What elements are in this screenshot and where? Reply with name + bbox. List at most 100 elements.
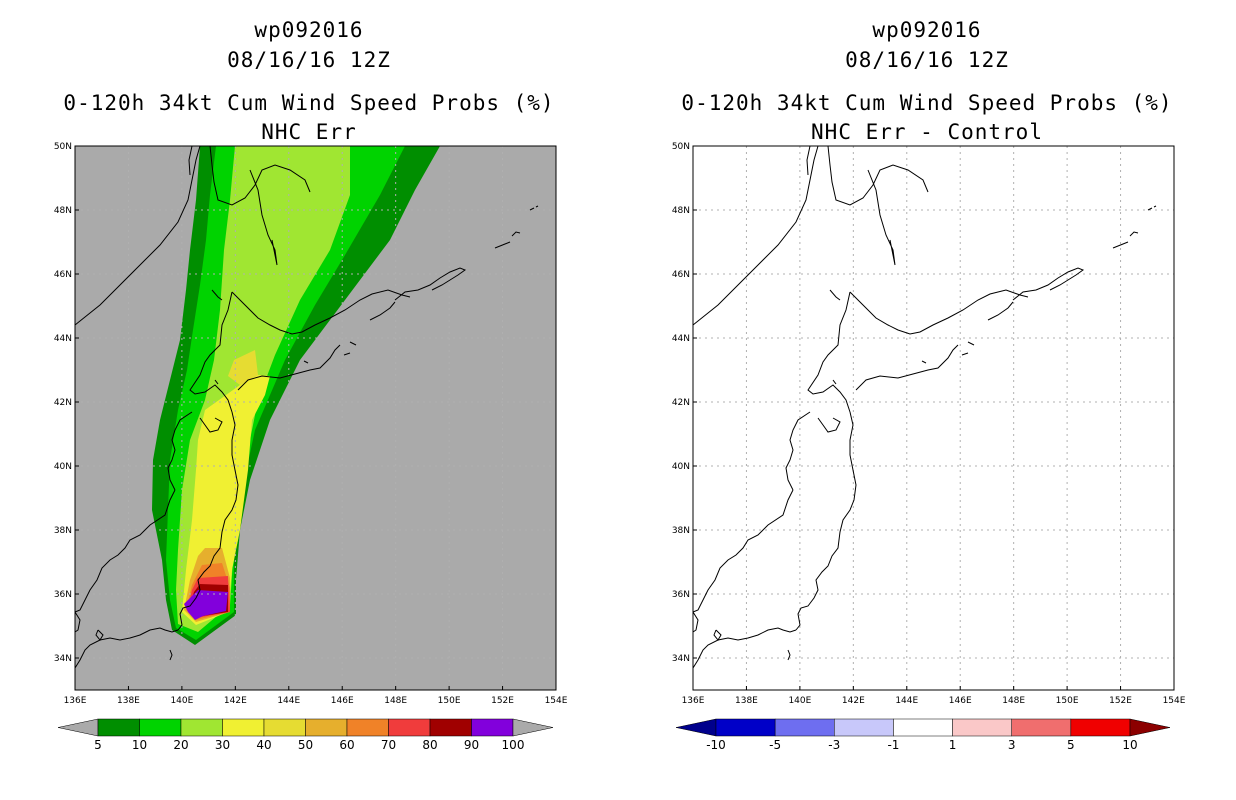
colorbar-label: 30	[215, 738, 230, 752]
left-map: 136E 138E 140E 142E 144E 146E 148E 150E 152E 154E…	[54, 142, 568, 752]
coastline	[199, 417, 223, 433]
colorbar-label: 100	[502, 738, 525, 752]
coastline	[1153, 205, 1157, 208]
colorbar-swatch	[834, 718, 894, 737]
lon-tick-label: 144E	[895, 696, 918, 706]
coastline	[795, 411, 857, 631]
lat-tick-label: 34N	[672, 654, 690, 664]
colorbar-swatch	[222, 718, 265, 737]
lat-tick-label: 42N	[54, 398, 72, 408]
lon-tick-label: 144E	[277, 696, 300, 706]
colorbar-swatch	[139, 718, 182, 737]
colorbar-swatch	[893, 718, 953, 737]
coastline	[692, 145, 819, 326]
colorbar-swatch	[471, 718, 514, 737]
coastline	[74, 145, 201, 326]
lon-tick-label: 146E	[949, 696, 972, 706]
coastline	[1112, 241, 1129, 249]
right-subtitle: NHC Err - Control	[811, 120, 1043, 144]
colorbar-label: 80	[422, 738, 437, 752]
lat-tick-label: 34N	[54, 654, 72, 664]
coastline	[817, 417, 841, 433]
colorbar-under-arrow	[675, 718, 717, 737]
colorbar-label: 10	[132, 738, 147, 752]
lat-tick-label: 46N	[54, 270, 72, 280]
colorbar-swatch	[346, 718, 389, 737]
coastline	[867, 169, 896, 266]
colorbar-over-arrow	[1129, 718, 1171, 737]
left-panel: wp092016 08/16/16 12Z 0-120h 34kt Cum Wi…	[54, 18, 568, 752]
lon-tick-label: 140E	[788, 696, 811, 706]
lat-tick-label: 50N	[54, 142, 72, 152]
colorbar-label: 70	[381, 738, 396, 752]
coastline	[349, 341, 357, 346]
coastline	[967, 341, 975, 346]
map-frame	[692, 145, 1175, 691]
colorbar-label: 60	[339, 738, 354, 752]
colorbar-label: 5	[1067, 738, 1075, 752]
colorbar-label: 10	[1122, 738, 1137, 752]
colorbar-label: 20	[173, 738, 188, 752]
colorbar-label: -1	[887, 738, 899, 752]
colorbar-label: 40	[256, 738, 271, 752]
coastline	[806, 145, 811, 176]
coastline	[827, 145, 929, 206]
coastline	[529, 207, 535, 211]
lon-tick-label: 140E	[170, 696, 193, 706]
lon-tick-label: 150E	[438, 696, 461, 706]
right-product-title: 0-120h 34kt Cum Wind Speed Probs (%)	[681, 91, 1173, 115]
coastline	[209, 145, 311, 206]
coastline	[177, 411, 239, 631]
colorbar-label: -3	[828, 738, 840, 752]
right-map: 136E 138E 140E 142E 144E 146E 148E 150E 152E 154E…	[672, 142, 1186, 752]
colorbar-swatch	[774, 718, 835, 737]
probability-band-9	[184, 590, 228, 620]
map-background	[693, 146, 1174, 690]
lat-tick-label: 48N	[672, 206, 690, 216]
coastline	[303, 360, 309, 364]
lat-tick-label: 36N	[54, 590, 72, 600]
lat-tick-label: 44N	[54, 334, 72, 344]
left-subtitle: NHC Err	[261, 120, 357, 144]
coastline	[343, 352, 351, 356]
colorbar-swatch	[305, 718, 348, 737]
lon-tick-label: 148E	[1002, 696, 1025, 706]
lon-tick-label: 138E	[117, 696, 140, 706]
coastline	[692, 611, 699, 633]
lon-tick-label: 142E	[224, 696, 247, 706]
coastline	[1012, 267, 1085, 301]
lon-tick-label: 152E	[1109, 696, 1132, 706]
coastline	[74, 611, 81, 633]
map-frame	[74, 145, 557, 691]
colorbar-swatch	[715, 718, 776, 737]
colorbar-label: 1	[949, 738, 957, 752]
lon-tick-label: 138E	[735, 696, 758, 706]
coastline	[692, 489, 794, 613]
coastline	[832, 379, 837, 385]
probability-band-4	[228, 350, 258, 385]
coastline	[167, 411, 193, 491]
coastline	[214, 379, 219, 385]
colorbar-under-arrow	[57, 718, 99, 737]
colorbar-swatch	[263, 718, 306, 737]
coastline	[74, 489, 176, 613]
colorbar-swatch	[429, 718, 472, 737]
colorbar-swatch	[952, 718, 1012, 737]
coastline	[849, 289, 1029, 335]
coastline	[249, 169, 278, 266]
colorbar-swatch	[180, 718, 223, 737]
coastline	[494, 241, 511, 249]
coastline	[1129, 231, 1139, 237]
coastline	[787, 649, 791, 661]
lat-tick-label: 40N	[672, 462, 690, 472]
colorbar-swatch	[1070, 718, 1131, 737]
coastline	[95, 629, 104, 641]
lon-tick-label: 146E	[331, 696, 354, 706]
lat-tick-label: 40N	[54, 462, 72, 472]
coastline	[785, 411, 811, 491]
coastline	[211, 289, 223, 301]
coastline	[1147, 207, 1153, 211]
coastline	[394, 267, 467, 301]
right-storm-id: wp092016	[872, 18, 982, 42]
lat-tick-label: 50N	[672, 142, 690, 152]
